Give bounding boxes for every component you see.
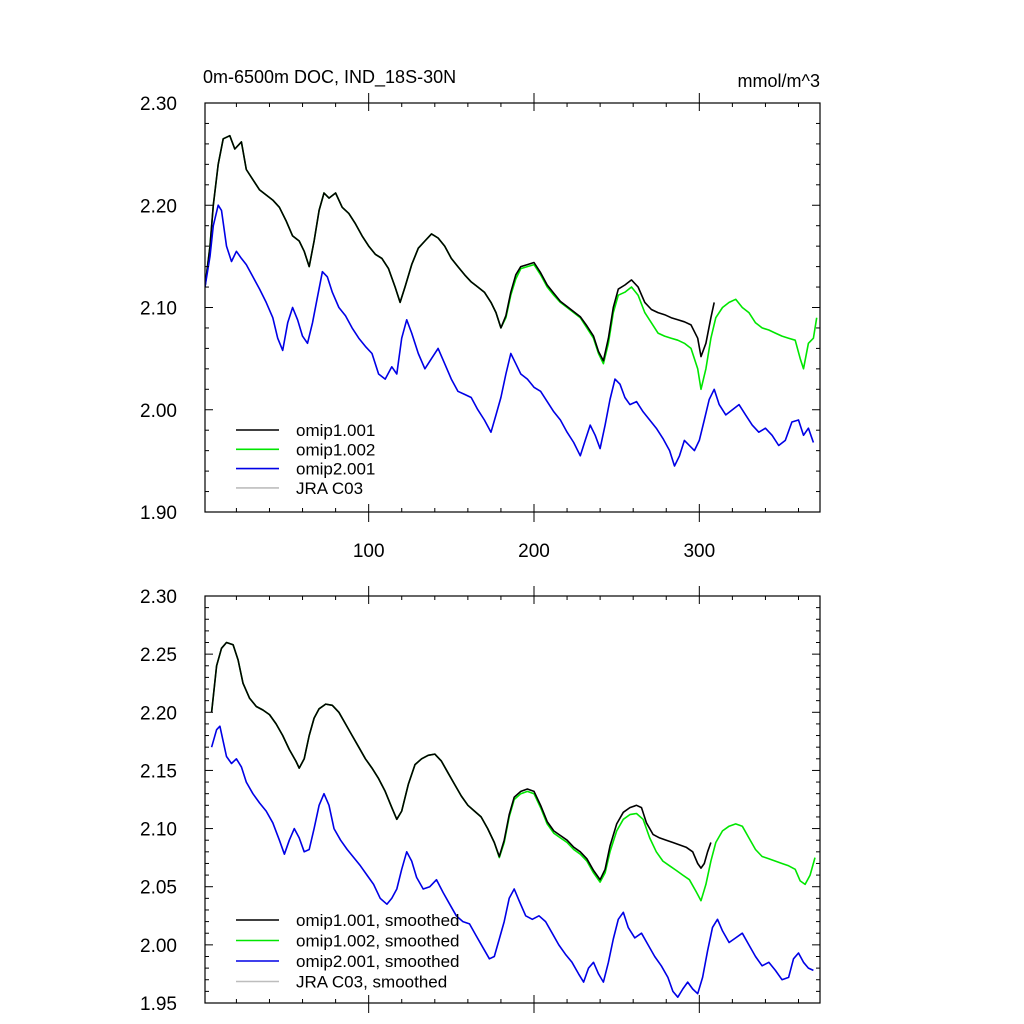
y-tick-label: 1.95	[140, 994, 177, 1015]
y-tick-label: 2.15	[140, 761, 177, 782]
y-tick-label: 1.90	[140, 503, 177, 524]
x-tick-label: 100	[353, 541, 385, 562]
legend-label: omip1.001	[296, 421, 375, 440]
y-tick-label: 2.00	[140, 401, 177, 422]
legend-label: omip2.001	[296, 460, 375, 479]
plot-frame	[204, 595, 821, 1004]
y-tick-label: 2.10	[140, 299, 177, 320]
figure-units-label: mmol/m^3	[738, 71, 820, 91]
series-line-omip1-001-smoothed	[210, 641, 712, 881]
series-line-omip2-001	[205, 204, 815, 467]
y-tick-label: 2.20	[140, 703, 177, 724]
y-tick-label: 2.30	[140, 587, 177, 608]
legend: omip1.001, smoothed omip1.002, smoothedom…	[236, 911, 460, 992]
y-tick-label: 2.00	[140, 936, 177, 957]
series-line-omip2-001-smoothed	[210, 725, 814, 998]
y-tick-label: 2.10	[140, 820, 177, 841]
figure-title: 0m-6500m DOC, IND_18S-30N	[203, 67, 456, 88]
y-tick-label: 2.30	[140, 94, 177, 115]
y-tick-label: 2.25	[140, 645, 177, 666]
legend-label: JRA C03	[296, 479, 363, 498]
y-tick-label: 2.20	[140, 196, 177, 217]
x-tick-label: 200	[518, 541, 550, 562]
bottom-panel-smoothed: 1.95 2.00 2.05 2.10 2.15 2.20 2.25 2.30 omip1.00…	[140, 586, 821, 1015]
legend-label: omip1.002, smoothed	[296, 932, 460, 951]
legend-label: JRA C03, smoothed	[296, 973, 447, 992]
series-line-omip1-001	[205, 134, 715, 362]
y-tick-label: 2.05	[140, 878, 177, 899]
legend-label: omip1.002	[296, 440, 375, 459]
legend-label: omip1.001, smoothed	[296, 911, 460, 930]
x-tick-label: 300	[683, 541, 715, 562]
legend-label: omip2.001, smoothed	[296, 952, 460, 971]
